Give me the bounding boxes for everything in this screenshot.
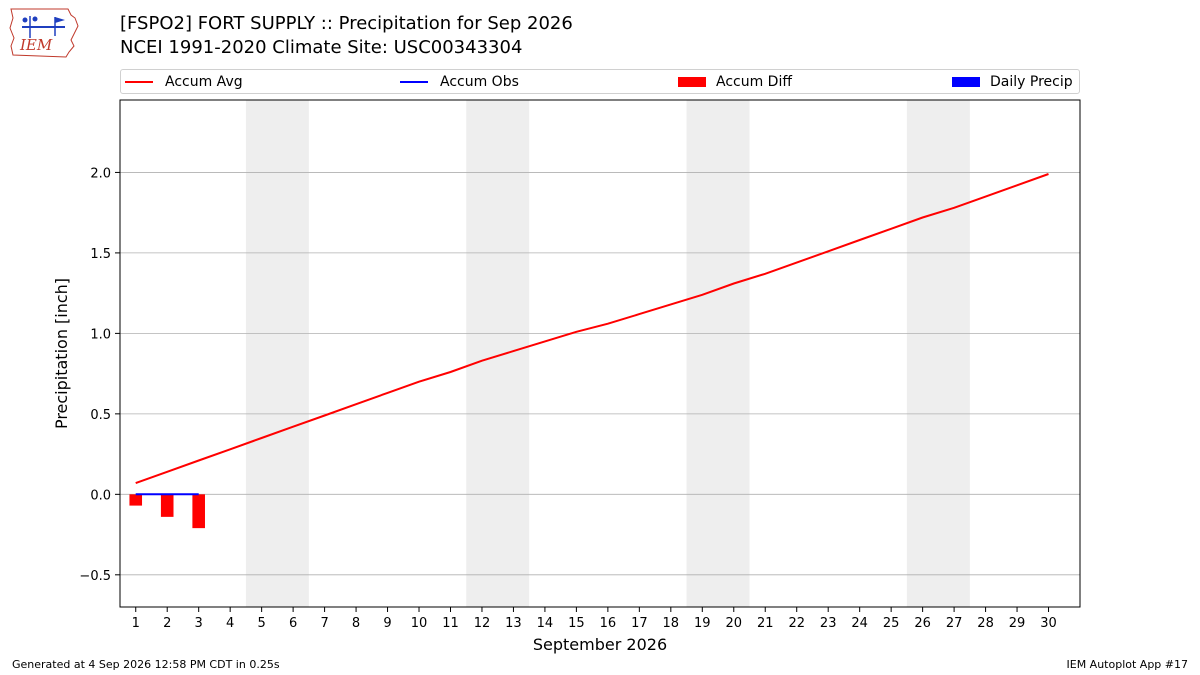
accum-diff-bar [160,494,174,517]
x-tick-label: 6 [289,616,297,631]
x-tick-label: 19 [694,616,711,631]
x-tick-label: 30 [1040,616,1057,631]
x-tick-label: 3 [195,616,203,631]
x-tick-label: 25 [883,616,900,631]
x-tick-label: 17 [631,616,648,631]
weekend-shade [466,100,530,607]
x-tick-label: 24 [851,616,868,631]
x-tick-label: 5 [257,616,265,631]
x-tick-label: 29 [1009,616,1026,631]
x-tick-label: 27 [946,616,963,631]
x-tick-label: 26 [914,616,931,631]
x-tick-label: 15 [568,616,585,631]
legend-item-daily-precip: Daily Precip [952,74,1073,90]
footer-app-text: IEM Autoplot App #17 [1066,658,1189,671]
chart-subtitle: NCEI 1991-2020 Climate Site: USC00343304 [120,37,523,58]
weekend-shade [686,100,750,607]
x-tick-label: 18 [663,616,680,631]
accum-diff-bar [129,494,143,506]
y-tick-label: 1.0 [90,327,111,342]
y-tick-label: 1.5 [90,247,111,262]
x-axis-label: September 2026 [533,635,667,654]
y-tick-label: 0.5 [90,408,111,423]
footer-generated-text: Generated at 4 Sep 2026 12:58 PM CDT in … [12,658,280,671]
legend-label: Daily Precip [990,74,1073,90]
legend: Accum Avg Accum Obs Accum Diff Daily Pre… [120,69,1080,94]
logo-text: IEM [19,36,53,54]
legend-label: Accum Obs [440,74,519,90]
chart-title: [FSPO2] FORT SUPPLY :: Precipitation for… [120,13,573,34]
legend-swatch [678,77,706,87]
x-tick-label: 2 [163,616,171,631]
legend-swatch [125,81,153,83]
weekend-shade [906,100,970,607]
x-tick-label: 4 [226,616,234,631]
x-tick-label: 14 [537,616,554,631]
legend-item-accum-avg: Accum Avg [125,74,243,90]
accum-diff-bar [192,494,205,529]
x-tick-label: 21 [757,616,774,631]
x-tick-label: 12 [474,616,491,631]
x-tick-label: 11 [442,616,459,631]
x-tick-label: 10 [411,616,428,631]
iem-logo: IEM [9,8,79,58]
weekend-shade [245,100,309,607]
y-tick-label: 2.0 [90,166,111,181]
x-tick-label: 7 [320,616,328,631]
accum-avg-line [135,173,1049,485]
x-tick-label: 9 [383,616,391,631]
plot-frame [119,99,1081,608]
x-tick-label: 8 [352,616,360,631]
y-tick-label: −0.5 [79,569,111,584]
x-tick-label: 22 [788,616,805,631]
legend-swatch [400,81,428,83]
legend-swatch [952,77,980,87]
y-tick-label: 0.0 [90,488,111,503]
x-tick-label: 13 [505,616,522,631]
y-axis-label: Precipitation [inch] [52,278,71,429]
legend-label: Accum Avg [165,74,243,90]
x-tick-label: 20 [725,616,742,631]
x-tick-label: 1 [132,616,140,631]
x-tick-label: 28 [977,616,994,631]
x-tick-label: 16 [600,616,617,631]
x-tick-label: 23 [820,616,837,631]
legend-label: Accum Diff [716,74,793,90]
legend-item-accum-diff: Accum Diff [678,74,792,90]
legend-item-accum-obs: Accum Obs [400,74,519,90]
